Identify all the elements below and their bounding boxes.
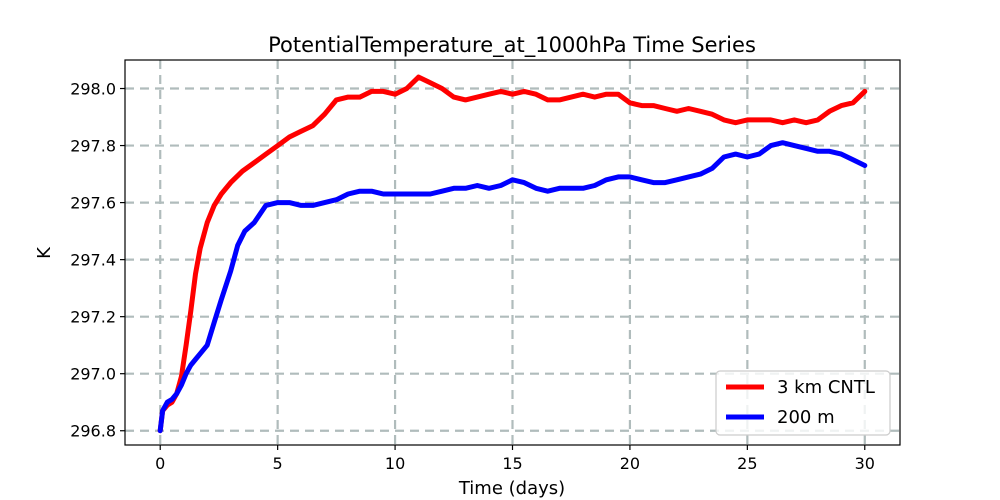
y-tick-label: 297.4 — [70, 251, 116, 270]
series-line-200m — [157, 140, 868, 434]
y-tick-label: 297.8 — [70, 137, 116, 156]
y-tick-label: 297.0 — [70, 365, 116, 384]
x-tick-label: 20 — [620, 454, 640, 473]
x-tick-label: 10 — [385, 454, 405, 473]
x-tick-label: 30 — [855, 454, 875, 473]
x-axis: 0 5 10 15 20 25 30 — [155, 445, 875, 473]
y-tick-label: 298.0 — [70, 80, 116, 99]
series-line-3km-cntl — [157, 74, 868, 434]
legend: 3 km CNTL 200 m — [715, 370, 891, 436]
y-tick-label: 296.8 — [70, 422, 116, 441]
legend-label-200m: 200 m — [777, 407, 835, 428]
x-tick-label: 0 — [155, 454, 165, 473]
series-layer — [157, 74, 868, 434]
x-axis-label: Time (days) — [458, 478, 565, 499]
y-tick-label: 297.2 — [70, 308, 116, 327]
y-tick-label: 297.6 — [70, 194, 116, 213]
x-tick-label: 5 — [273, 454, 283, 473]
x-tick-label: 15 — [502, 454, 522, 473]
chart-title: PotentialTemperature_at_1000hPa Time Ser… — [268, 33, 756, 58]
x-tick-label: 25 — [737, 454, 757, 473]
legend-label-3km-cntl: 3 km CNTL — [777, 377, 875, 398]
y-axis-label: K — [34, 246, 55, 259]
y-axis: 296.8 297.0 297.2 297.4 297.6 297.8 298.0 — [70, 80, 125, 441]
